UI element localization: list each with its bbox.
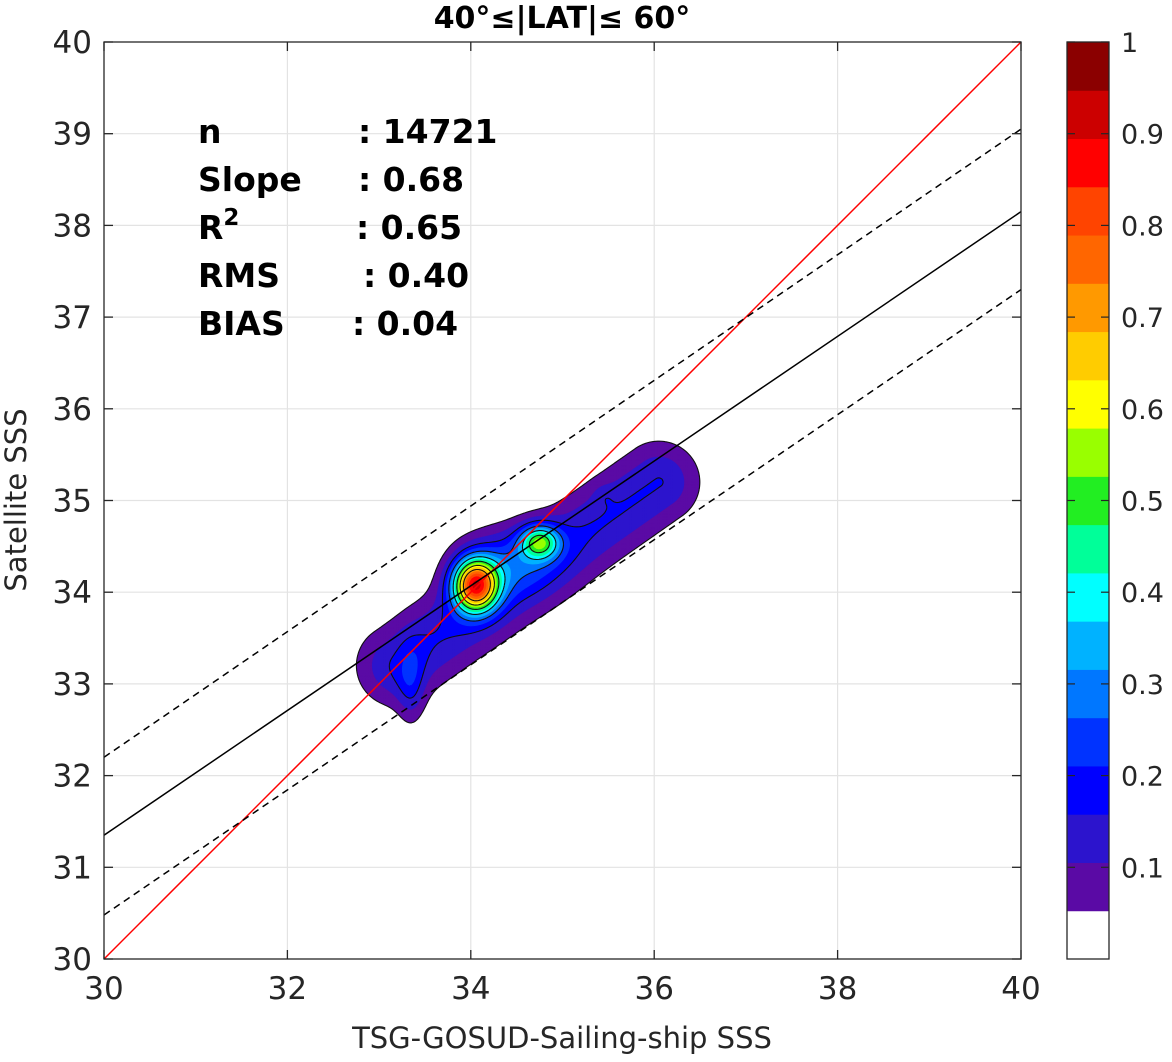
colorbar-swatch — [1067, 138, 1109, 188]
x-tick-label: 36 — [634, 971, 673, 1007]
series-line-fit — [104, 211, 1021, 836]
stat-key-3: RMS — [198, 256, 280, 295]
x-tick-label: 40 — [1001, 971, 1040, 1007]
y-tick-label: 30 — [53, 942, 92, 978]
y-tick-label: 39 — [53, 117, 92, 153]
colorbar-swatch — [1067, 862, 1109, 912]
stat-value-2: : 0.65 — [356, 208, 462, 247]
stat-key-text: Slope — [198, 160, 302, 199]
colorbar-swatch — [1067, 910, 1109, 960]
colorbar-swatch — [1067, 765, 1109, 815]
colorbar-tick-label: 0.3 — [1121, 670, 1164, 701]
colorbar-swatch — [1067, 331, 1109, 381]
colorbar-swatch — [1067, 42, 1109, 91]
colorbar-swatch — [1067, 621, 1109, 670]
y-tick-label: 36 — [53, 392, 92, 428]
colorbar-tick-label: 0.5 — [1121, 487, 1164, 518]
stat-key-text: n — [198, 112, 222, 151]
y-tick-label: 35 — [53, 484, 92, 520]
colorbar-swatch — [1067, 814, 1109, 863]
stat-key-2: R2 — [198, 205, 239, 247]
y-tick-label: 31 — [53, 850, 92, 886]
stat-key-0: n — [198, 112, 222, 151]
colorbar-swatch — [1067, 717, 1109, 767]
stat-value-4: : 0.04 — [352, 304, 458, 343]
colorbar-swatch — [1067, 669, 1109, 719]
stat-superscript: 2 — [223, 205, 239, 231]
contour-line — [456, 534, 551, 610]
colorbar-tick-label: 0.7 — [1121, 303, 1164, 334]
series-line-fit- — [104, 128, 1021, 758]
x-tick-label: 30 — [84, 971, 123, 1007]
colorbar-tick-label: 0.8 — [1121, 211, 1164, 242]
colorbar-swatch — [1067, 235, 1109, 284]
colorbar-swatch — [1067, 524, 1109, 574]
contour-line — [388, 477, 664, 699]
colorbar-swatch — [1067, 572, 1109, 622]
contour-line — [355, 440, 701, 724]
x-tick-label: 38 — [818, 971, 857, 1007]
y-tick-label: 38 — [53, 208, 92, 244]
stat-value-0: : 14721 — [358, 112, 498, 151]
colorbar-tick-label: 1 — [1121, 28, 1138, 59]
y-tick-label: 37 — [53, 300, 92, 336]
y-axis-label: Satellite SSS — [0, 408, 33, 591]
colorbar-swatch — [1067, 283, 1109, 333]
stat-value-3: : 0.40 — [363, 256, 469, 295]
colorbar-tick-label: 0.6 — [1121, 395, 1164, 426]
y-tick-label: 32 — [53, 759, 92, 795]
stat-key-text: BIAS — [198, 304, 285, 343]
x-axis-label: TSG-GOSUD-Sailing-ship SSS — [351, 1021, 772, 1055]
ticks-layer: 30 32 34 36 38 40 30 31 32 33 34 35 36 37 38 39 40 — [53, 25, 1041, 1007]
y-tick-label: 33 — [53, 667, 92, 703]
stat-key-text: R — [198, 208, 223, 247]
stat-value-1: : 0.68 — [358, 160, 464, 199]
colorbar-tick-label: 0.1 — [1121, 853, 1164, 884]
colorbar-swatch — [1067, 428, 1109, 477]
x-tick-label: 32 — [268, 971, 307, 1007]
y-tick-label: 40 — [53, 25, 92, 61]
colorbar-tick-label: 0.2 — [1121, 762, 1164, 793]
colorbar-swatch — [1067, 186, 1109, 236]
colorbar-tick-label: 0.9 — [1121, 120, 1164, 151]
colorbar: 0.1 0.2 0.3 0.4 0.5 0.6 0.7 0.8 0.9 1 — [1066, 28, 1164, 960]
colorbar-swatch — [1067, 90, 1109, 140]
series-line-1-1 — [104, 42, 1021, 959]
colorbar-tick-label: 0.4 — [1121, 578, 1164, 609]
stat-key-1: Slope — [198, 160, 302, 199]
series-line-fit- — [104, 288, 1021, 916]
contour-layer — [355, 440, 701, 724]
stat-key-4: BIAS — [198, 304, 285, 343]
chart-title: 40°≤|LAT|≤ 60° — [434, 1, 691, 36]
y-tick-label: 34 — [53, 575, 92, 611]
colorbar-swatch — [1067, 379, 1109, 429]
x-tick-label: 34 — [451, 971, 490, 1007]
lines-layer — [104, 42, 1021, 959]
contour-line — [448, 525, 565, 622]
stat-key-text: RMS — [198, 256, 280, 295]
stats-annotation: n : 14721 Slope : 0.68 R2 : 0.65 RMS : 0.40 BIAS… — [198, 112, 498, 343]
